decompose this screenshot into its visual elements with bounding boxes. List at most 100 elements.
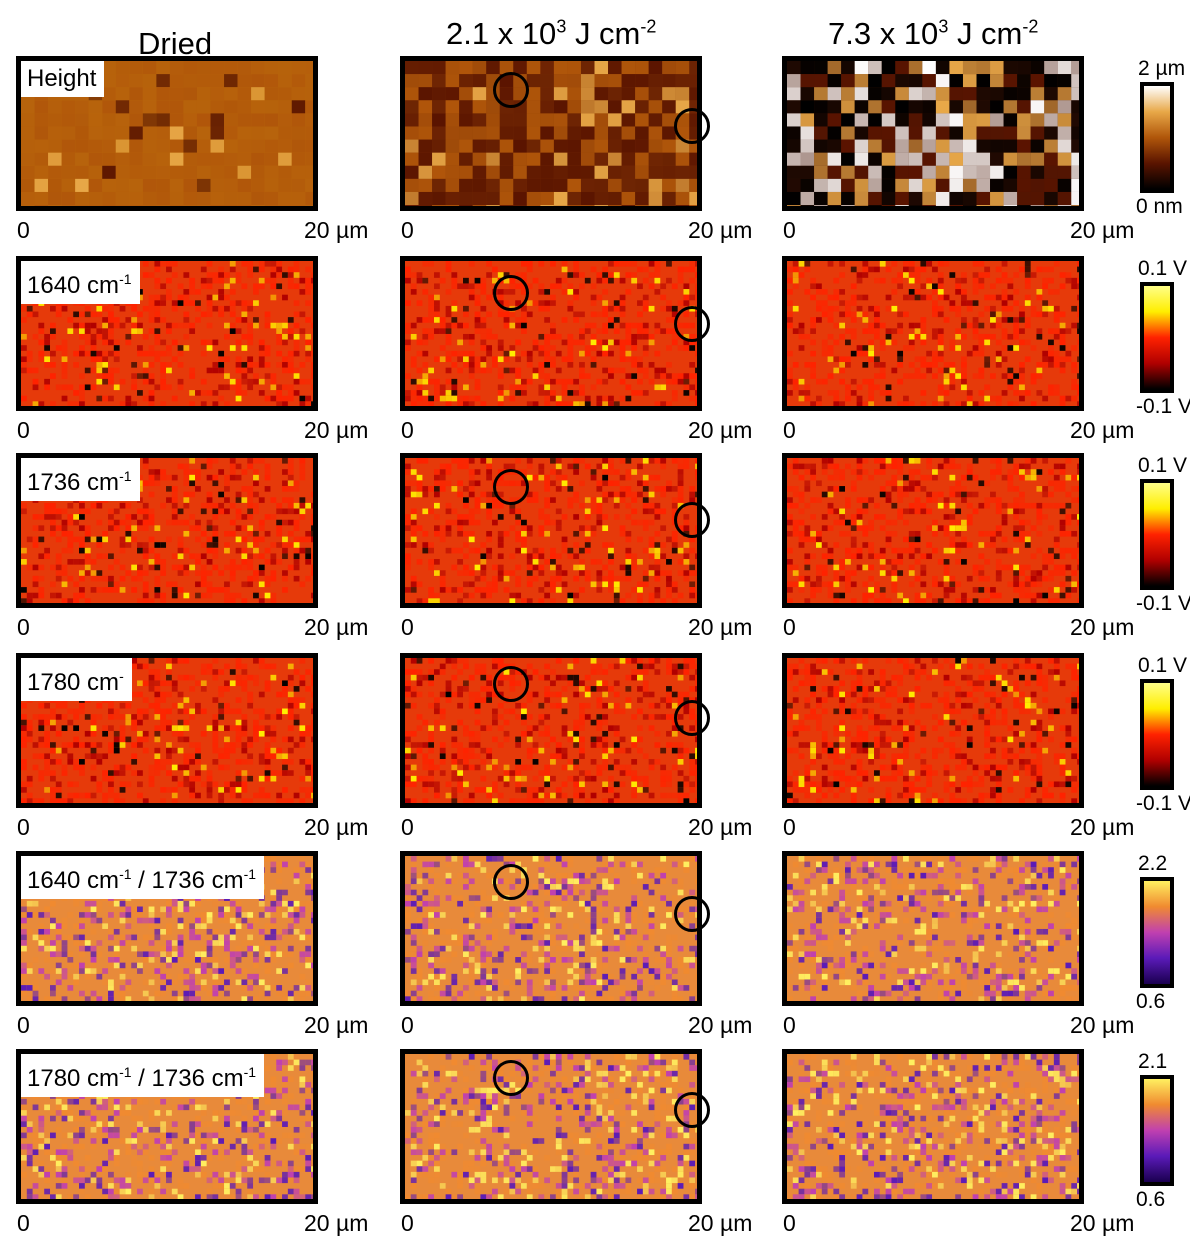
axis-end-label: 20 µm [688,417,753,443]
axis-end-label: 20 µm [304,217,369,243]
row-label: 1640 cm-1 [21,261,140,304]
high-fluence-unit-exponent: -2 [1022,16,1039,37]
map-panel-row2-col1 [400,453,702,608]
row-label-base: 1640 cm [27,867,120,894]
axis-end-label: 20 µm [1070,614,1135,640]
row-label-base: Height [27,65,97,92]
colorbar-max-label: 0.1 V [1138,654,1188,677]
axis-start-label: 0 [17,1210,30,1236]
colorbar-min-label: 0.6 [1136,990,1166,1013]
map-panel-row4-col0: 1640 cm-1 / 1736 cm-1 [16,851,318,1006]
colorbar-max-label: 2.1 [1138,1050,1168,1073]
map-image [787,1054,1079,1199]
map-image [787,856,1079,1001]
axis-end-label: 20 µm [688,614,753,640]
map-panel-row1-col0: 1640 cm-1 [16,256,318,411]
map-panel-row2-col2 [782,453,1084,608]
map-panel-row3-col1 [400,653,702,808]
column-header-dried-text: Dried [138,26,213,61]
row-label: Height [21,61,105,97]
axis-start-label: 0 [17,1012,30,1038]
colorbar [1140,877,1174,988]
axis-end-label: 20 µm [688,217,753,243]
map-image [405,261,697,406]
region-marker-circle [493,275,529,311]
map-panel-row2-col0: 1736 cm-1 [16,453,318,608]
row-label-base2: / 1736 cm [131,867,244,894]
axis-end-label: 20 µm [688,814,753,840]
colorbar-max-label: 0.1 V [1138,454,1188,477]
region-marker-circle [493,1060,529,1096]
region-marker-circle [493,72,529,108]
axis-start-label: 0 [17,417,30,443]
map-panel-row3-col0: 1780 cm- [16,653,318,808]
column-header-high-fluence: 7.3 x 103 J cm-2 [828,16,1038,52]
axis-end-label: 20 µm [304,1012,369,1038]
axis-end-label: 20 µm [1070,417,1135,443]
colorbar-min-label: -0.1 V [1136,792,1190,815]
colorbar-min-label: -0.1 V [1136,592,1190,615]
axis-start-label: 0 [401,417,414,443]
row-label-sup2: -1 [243,1064,257,1080]
region-marker-circle [674,896,710,932]
map-image [405,658,697,803]
axis-start-label: 0 [783,814,796,840]
high-fluence-unit: J cm [948,16,1023,51]
axis-end-label: 20 µm [1070,814,1135,840]
axis-start-label: 0 [17,217,30,243]
colorbar-max-label: 0.1 V [1138,257,1188,280]
map-image [787,658,1079,803]
mid-fluence-unit-exponent: -2 [640,16,657,37]
row-label-sup: -1 [119,271,132,287]
region-marker-circle [493,469,529,505]
map-image [405,61,697,206]
map-panel-row4-col2 [782,851,1084,1006]
axis-end-label: 20 µm [1070,1210,1135,1236]
row-label: 1780 cm- [21,658,132,701]
map-panel-row0-col0: Height [16,56,318,211]
axis-end-label: 20 µm [304,1210,369,1236]
colorbar-min-label: 0 nm [1136,195,1183,218]
map-panel-row0-col1 [400,56,702,211]
map-panel-row1-col1 [400,256,702,411]
region-marker-circle [674,306,710,342]
map-image [405,1054,697,1199]
high-fluence-base: 7.3 x 10 [828,16,939,51]
region-marker-circle [493,666,529,702]
colorbar [1140,282,1174,393]
region-marker-circle [674,502,710,538]
map-panel-row5-col1 [400,1049,702,1204]
row-label-sup: -1 [119,1064,132,1080]
axis-end-label: 20 µm [1070,217,1135,243]
map-image [405,856,697,1001]
map-image [787,458,1079,603]
axis-start-label: 0 [783,1012,796,1038]
axis-start-label: 0 [783,417,796,443]
axis-end-label: 20 µm [1070,1012,1135,1038]
map-panel-row3-col2 [782,653,1084,808]
region-marker-circle [493,864,529,900]
axis-end-label: 20 µm [688,1210,753,1236]
colorbar [1140,82,1174,193]
colorbar-max-label: 2.2 [1138,852,1168,875]
row-label-sup: -1 [119,866,132,882]
row-label-sup: -1 [119,468,132,484]
axis-start-label: 0 [17,614,30,640]
axis-start-label: 0 [401,814,414,840]
mid-fluence-unit: J cm [566,16,641,51]
row-label-base: 1640 cm [27,272,120,299]
row-label: 1736 cm-1 [21,458,140,501]
colorbar [1140,479,1174,590]
axis-start-label: 0 [17,814,30,840]
map-panel-row5-col0: 1780 cm-1 / 1736 cm-1 [16,1049,318,1204]
axis-start-label: 0 [783,614,796,640]
row-label-base2: / 1736 cm [131,1065,244,1092]
mid-fluence-exponent: 3 [556,16,567,37]
row-label-base: 1780 cm [27,1065,120,1092]
map-panel-row1-col2 [782,256,1084,411]
colorbar [1140,1075,1174,1186]
axis-end-label: 20 µm [688,1012,753,1038]
map-image [21,1054,313,1199]
map-image [405,458,697,603]
colorbar-min-label: -0.1 V [1136,395,1190,418]
